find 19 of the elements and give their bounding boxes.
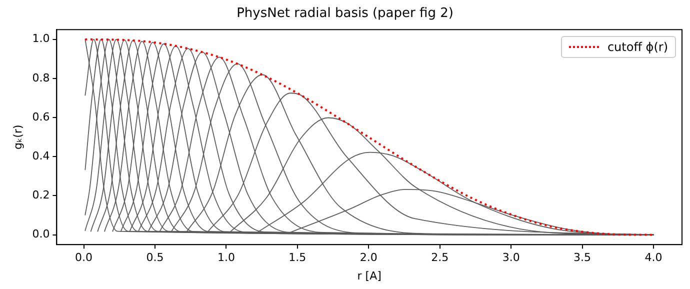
x-tick-label: 3.0 xyxy=(502,251,520,264)
y-tick-label: 0.8 xyxy=(32,71,50,84)
x-tick-label: 1.0 xyxy=(217,251,235,264)
x-tick-label: 2.0 xyxy=(360,251,378,264)
x-tick-label: 2.5 xyxy=(431,251,449,264)
y-axis-title: gₖ(r) xyxy=(11,124,24,150)
y-tick-label: 1.0 xyxy=(32,32,50,46)
x-tick-label: 1.5 xyxy=(288,251,306,264)
y-tick-label: 0.4 xyxy=(32,150,50,163)
x-tick-label: 0.0 xyxy=(75,251,93,264)
x-tick-label: 0.5 xyxy=(146,251,164,264)
x-tick-label: 4.0 xyxy=(644,251,662,264)
legend-label: cutoff ϕ(r) xyxy=(607,40,668,54)
chart-title: PhysNet radial basis (paper fig 2) xyxy=(236,6,454,22)
x-tick-label: 3.5 xyxy=(574,251,592,264)
x-axis-title: r [A] xyxy=(357,269,382,282)
y-tick-label: 0.6 xyxy=(32,110,50,124)
y-tick-label: 0.2 xyxy=(32,188,50,202)
y-tick-label: 0.0 xyxy=(32,228,50,241)
